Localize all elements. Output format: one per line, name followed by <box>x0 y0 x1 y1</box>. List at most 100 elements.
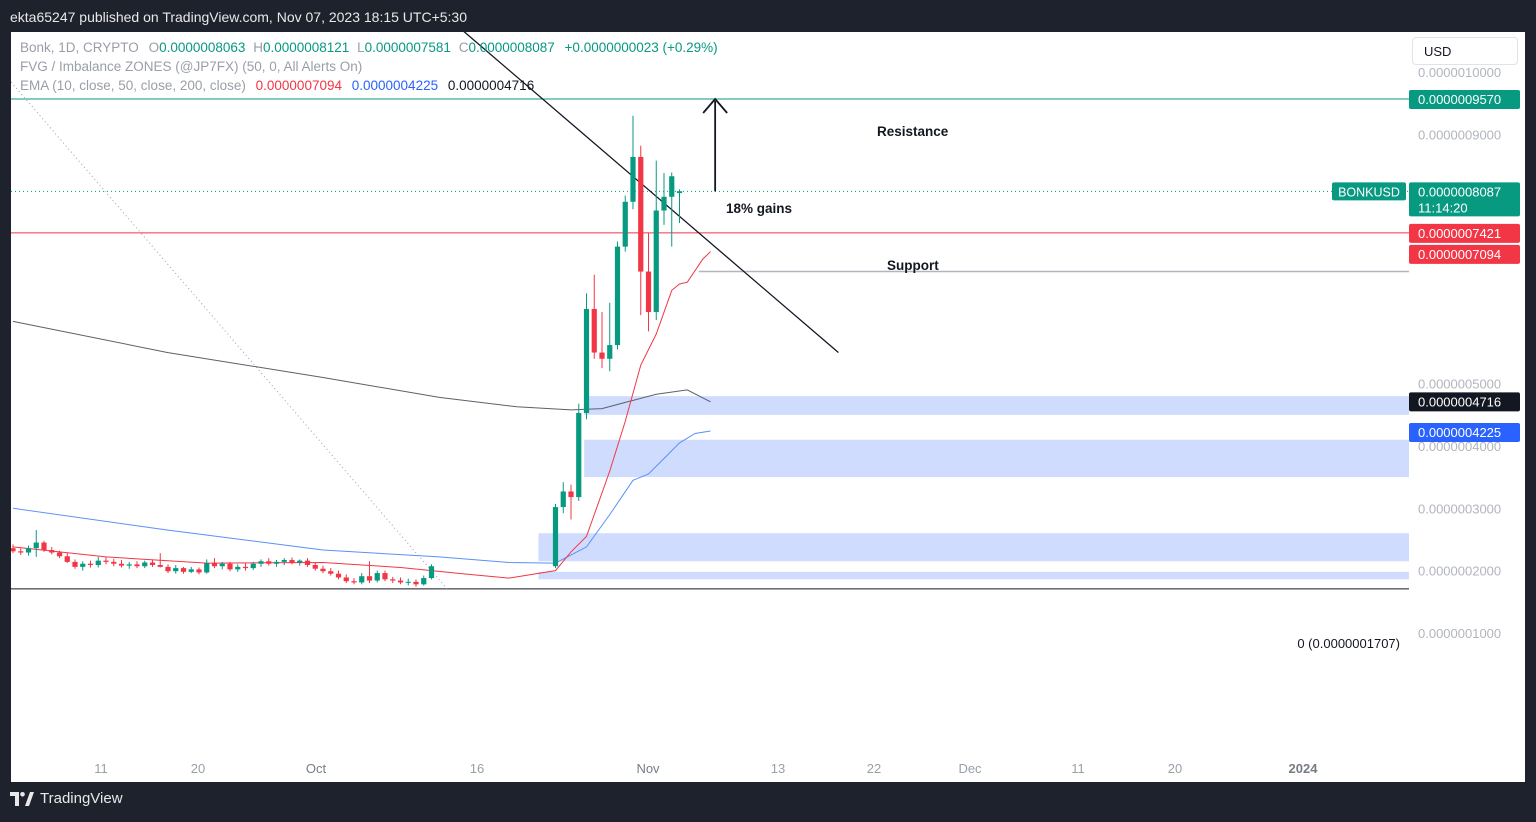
candle-body <box>421 578 427 585</box>
candle-body <box>25 548 32 553</box>
candle-body <box>235 566 241 570</box>
candle-body <box>374 573 380 581</box>
x-axis-tick-label: 11 <box>1071 761 1085 776</box>
candle-body <box>568 491 574 498</box>
candle-body <box>126 564 132 566</box>
candle-body <box>188 569 194 572</box>
y-axis-tick-label: 0.0000010000 <box>1418 65 1501 80</box>
ema-indicator-label: EMA (10, close, 50, close, 200, close) <box>20 78 246 93</box>
fvg-indicator-label: FVG / Imbalance ZONES (@JP7FX) (50, 0, A… <box>20 59 363 74</box>
ema50-line <box>12 430 711 564</box>
candle-body <box>351 581 357 583</box>
price-tag: 0.0000009570 <box>1418 92 1501 107</box>
candle-body <box>304 560 311 565</box>
candle-body <box>638 156 644 272</box>
candle-body <box>33 542 39 549</box>
ema10-line <box>12 251 711 579</box>
legend-close-value: 0.0000008087 <box>468 40 555 55</box>
candle-body <box>87 563 94 565</box>
x-axis-tick-label: Dec <box>958 761 982 776</box>
legend-close-label: C <box>458 40 469 55</box>
candle-body <box>18 551 24 553</box>
candle-body <box>149 562 156 565</box>
price-tag-bg <box>1409 89 1520 109</box>
price-tag-bg <box>1409 392 1520 412</box>
candle-body <box>227 563 233 570</box>
candle-body <box>49 550 55 553</box>
candle-body <box>56 552 63 557</box>
support-annotation: Support <box>887 258 939 273</box>
last-price-tag-bg <box>1409 182 1520 217</box>
candle-body <box>343 577 349 582</box>
candle-body <box>661 196 667 211</box>
x-axis-tick-label: 2024 <box>1289 761 1319 776</box>
candle-body <box>328 571 334 574</box>
candle-body <box>165 566 171 572</box>
legend-low-value: 0.0000007581 <box>364 40 451 55</box>
y-axis-tick-label: 0.0000009000 <box>1418 128 1501 143</box>
candle-body <box>560 491 566 508</box>
candle-body <box>41 542 47 551</box>
legend-high-label: H <box>253 40 263 55</box>
fvg-zone <box>538 533 1409 562</box>
chart-frame[interactable]: 18% gains Resistance Support 0 (0.000000170… <box>11 32 1525 782</box>
x-axis-tick-label: Oct <box>306 761 327 776</box>
last-price-tag: 0.0000008087 <box>1418 184 1501 199</box>
candle-body <box>622 201 628 247</box>
fib-dotted-connector <box>11 81 448 590</box>
x-axis-tick-label: 11 <box>94 761 108 776</box>
price-tag-bg <box>1409 223 1520 243</box>
candle-body <box>366 576 373 581</box>
price-tag-bg <box>1409 422 1520 442</box>
publish-header: ekta65247 published on TradingView.com, … <box>0 0 1536 32</box>
candle-body <box>72 561 78 567</box>
candle-body <box>583 308 590 413</box>
candle-body <box>250 563 256 569</box>
x-axis-tick-label: 20 <box>1168 761 1182 776</box>
footer-brand[interactable]: TradingView <box>10 790 123 807</box>
candle-body <box>180 568 187 572</box>
candle-body <box>390 579 396 581</box>
candle-body <box>95 560 101 565</box>
x-axis-tick-label: 22 <box>867 761 881 776</box>
candle-body <box>157 564 163 567</box>
legend-symbol: Bonk, 1D, CRYPTO <box>20 40 139 55</box>
candle-body <box>297 560 303 563</box>
candle-body <box>397 580 404 583</box>
legend-high-value: 0.0000008121 <box>262 40 350 55</box>
y-axis-tick-label: 0.0000005000 <box>1418 377 1501 392</box>
y-axis-tick-label: 0.0000003000 <box>1418 501 1501 516</box>
publish-line: ekta65247 published on TradingView.com, … <box>10 9 467 25</box>
ema50-value: 0.0000004225 <box>351 78 439 93</box>
candle-body <box>335 573 342 578</box>
legend-ema-indicator[interactable]: EMA (10, close, 50, close, 200, close) 0… <box>20 78 534 93</box>
tradingview-logo-icon <box>10 791 34 806</box>
legend-ohlc: Bonk, 1D, CRYPTO O0.0000008063 H0.000000… <box>20 40 718 55</box>
footer-brand-text: TradingView <box>40 790 123 807</box>
candle-body <box>645 271 652 313</box>
candle-body <box>599 352 605 359</box>
legend-fvg-indicator[interactable]: FVG / Imbalance ZONES (@JP7FX) (50, 0, A… <box>20 59 362 74</box>
candle-body <box>428 566 435 579</box>
candle-body <box>413 581 419 585</box>
candle-body <box>134 564 140 567</box>
candle-body <box>196 569 202 573</box>
candle-body <box>142 562 148 567</box>
candle-body <box>630 156 636 202</box>
candle-body <box>204 563 210 573</box>
price-tag: 0.0000007094 <box>1418 247 1501 262</box>
candle-body <box>576 412 582 498</box>
candle-body <box>173 568 179 572</box>
candle-body <box>653 210 659 313</box>
currency-button[interactable]: USD <box>1412 37 1518 65</box>
price-chart[interactable]: 18% gains Resistance Support 0 (0.000000170… <box>11 32 1525 782</box>
candle-body <box>312 564 318 569</box>
candle-body <box>258 561 264 564</box>
fvg-zone <box>584 396 1409 415</box>
candle-body <box>80 563 86 567</box>
candle-body <box>359 576 365 583</box>
fvg-zone <box>538 571 1409 580</box>
candle-body <box>607 345 613 359</box>
ema10-value: 0.0000007094 <box>255 78 342 93</box>
candle-body <box>591 308 597 353</box>
